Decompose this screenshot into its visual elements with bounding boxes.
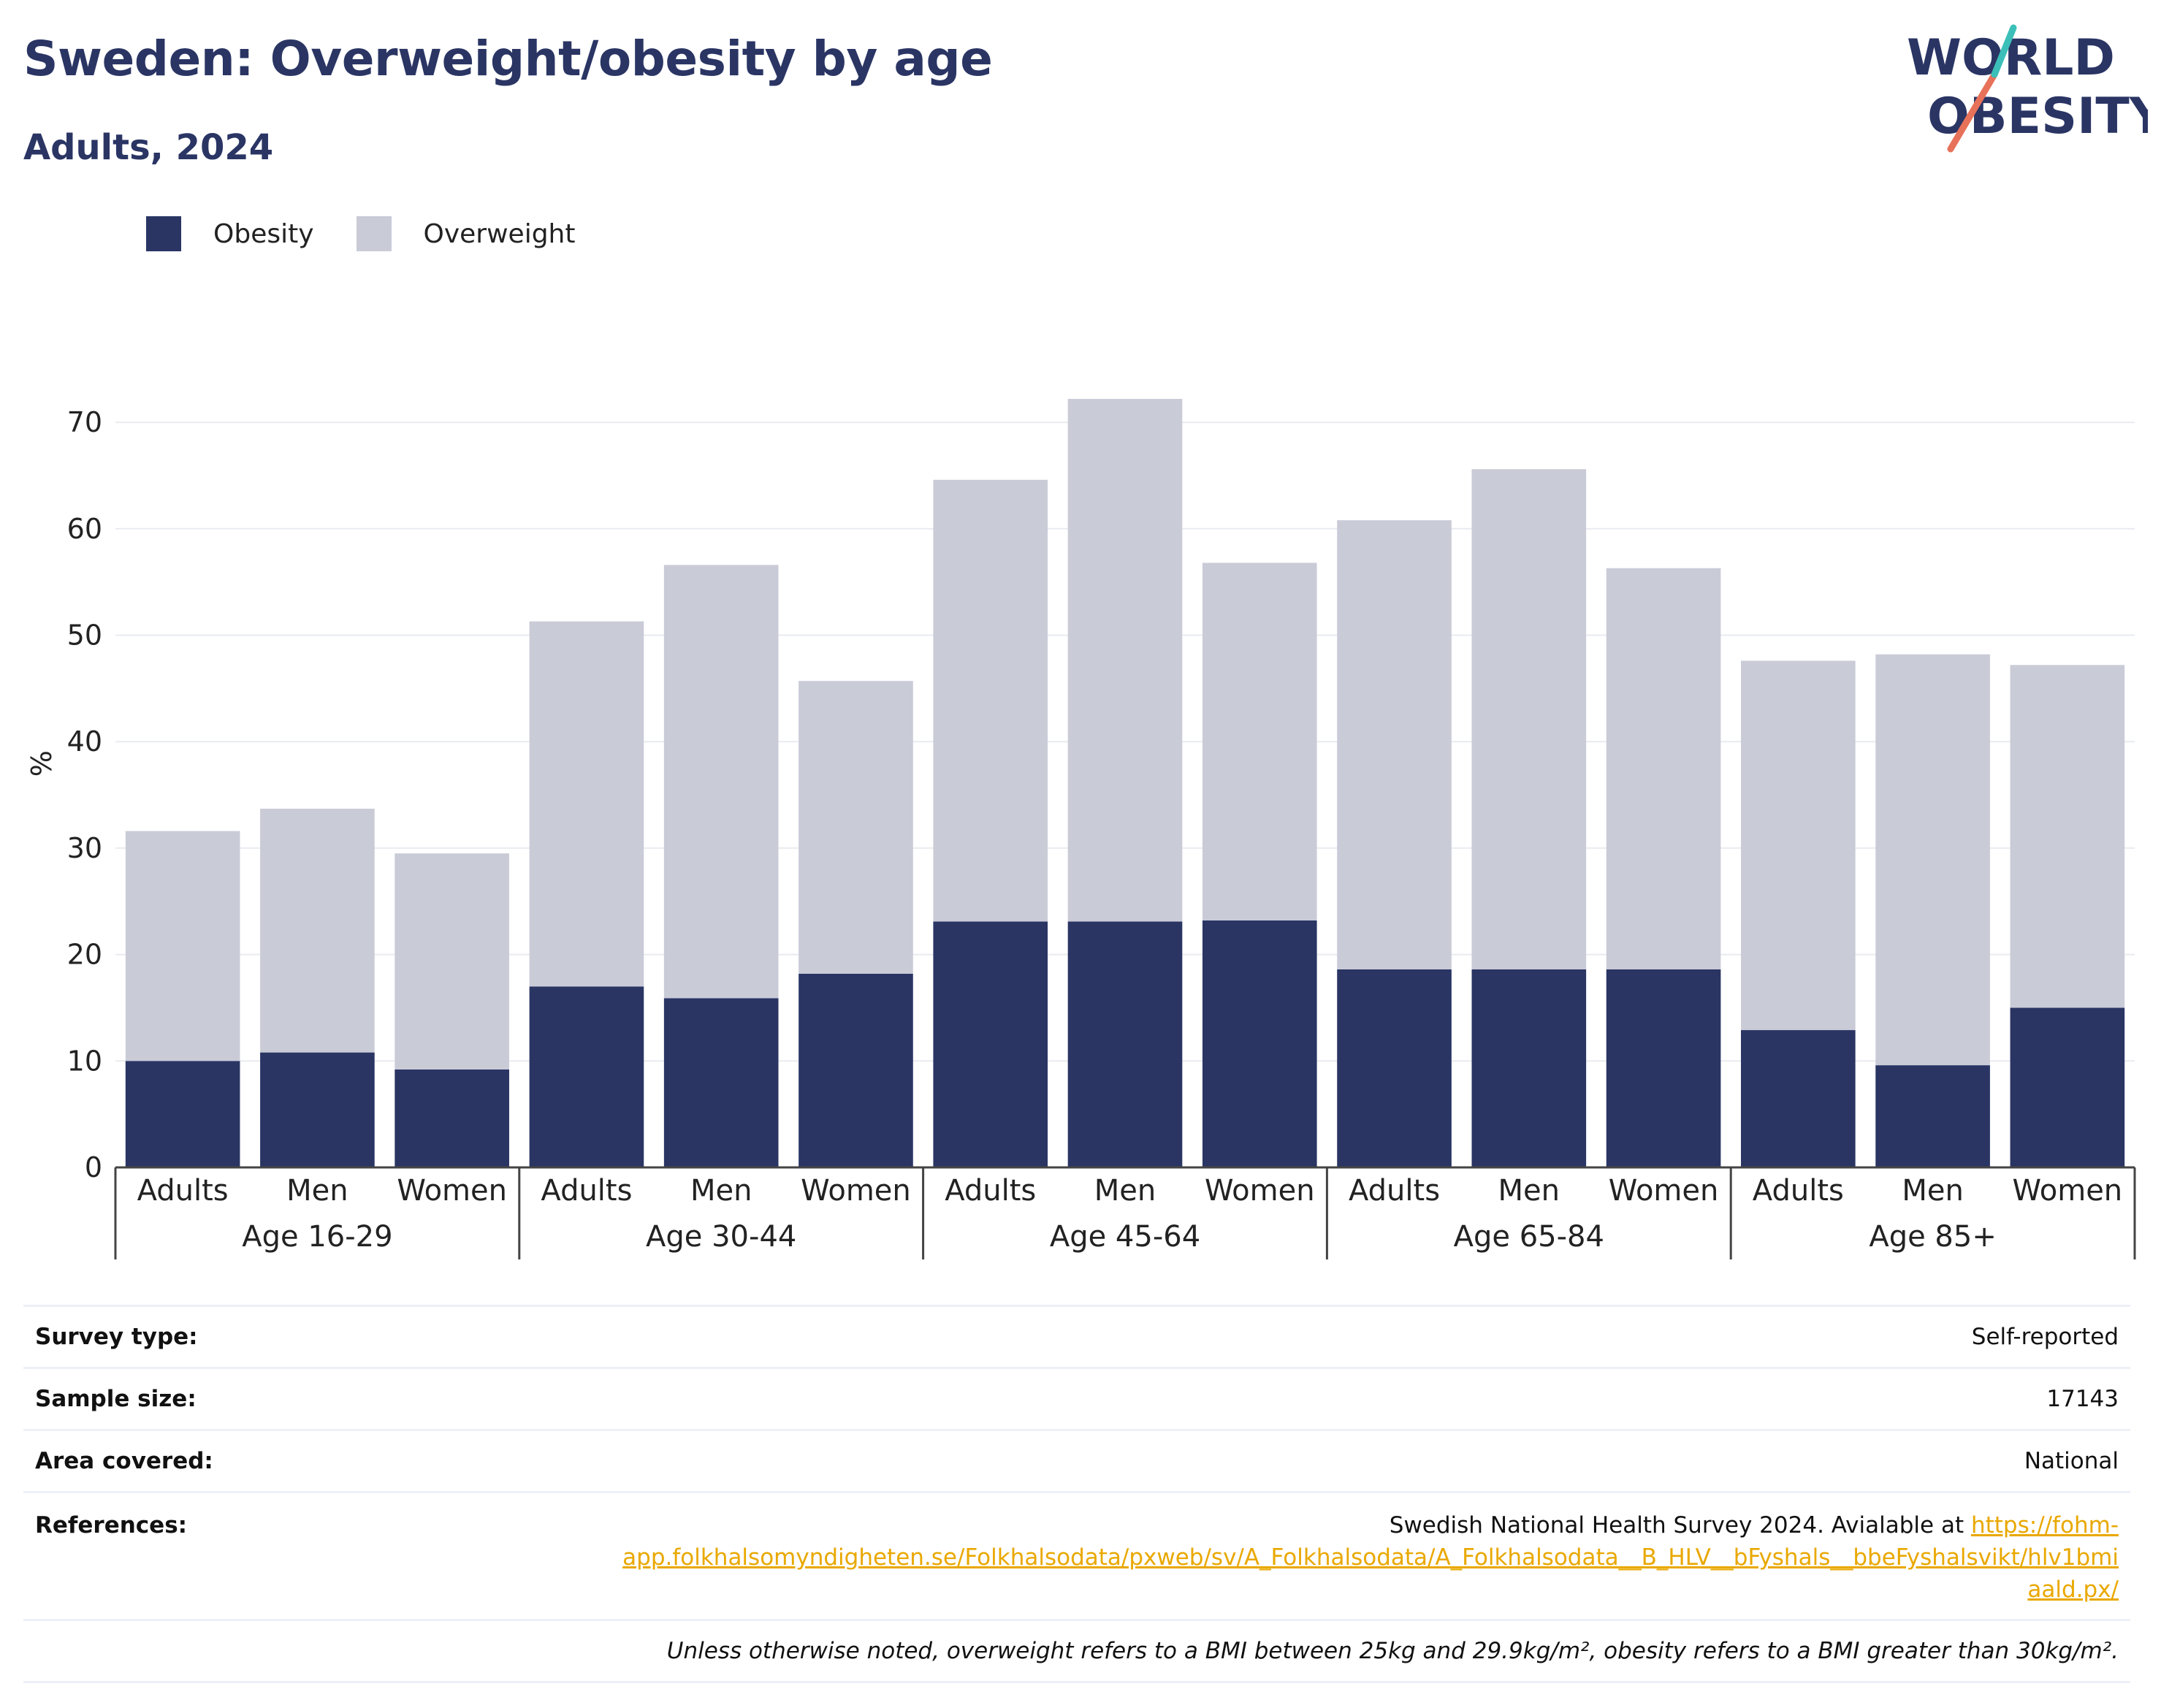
references-label: References: (35, 1512, 188, 1539)
bmi-note: Unless otherwise noted, overweight refer… (666, 1638, 2119, 1664)
y-tick-label: 70 (67, 406, 102, 438)
bar-overweight (1606, 568, 1721, 969)
bar-overweight (663, 565, 779, 999)
info-row-references: References: Swedish National Health Surv… (23, 1491, 2130, 1619)
legend-label-overweight: Overweight (423, 218, 576, 249)
sample-size-label: Sample size: (35, 1386, 197, 1412)
bar-obesity (1337, 969, 1452, 1167)
bar-overweight (1741, 660, 1856, 1031)
bar-obesity (125, 1061, 240, 1167)
y-tick-label: 10 (67, 1045, 102, 1077)
references-value: Swedish National Health Survey 2024. Avi… (526, 1509, 2119, 1606)
x-category-label: Adults (1349, 1174, 1440, 1208)
bar-obesity (260, 1052, 375, 1167)
x-group-label: Age 85+ (1869, 1220, 1997, 1254)
bar-obesity (1606, 969, 1721, 1167)
world-obesity-logo: WORLD OBESITY (1907, 24, 2148, 153)
bar-overweight (1471, 469, 1587, 969)
x-category-label: Women (1205, 1174, 1315, 1208)
bar-obesity (799, 973, 913, 1167)
x-category-label: Women (801, 1174, 911, 1208)
y-axis-label: % (26, 750, 58, 777)
area-covered-label: Area covered: (35, 1448, 213, 1474)
bar-overweight (395, 853, 509, 1070)
x-group-label: Age 65-84 (1454, 1220, 1604, 1254)
bar-overweight (1067, 399, 1183, 922)
legend-item-obesity[interactable]: Obesity (146, 216, 314, 251)
x-group-label: Age 16-29 (242, 1220, 392, 1254)
survey-type-value: Self-reported (1971, 1324, 2119, 1350)
info-row-sample-size: Sample size: 17143 (23, 1367, 2130, 1429)
y-tick-label: 20 (67, 939, 102, 971)
x-category-label: Men (1498, 1174, 1560, 1208)
x-category-label: Adults (945, 1174, 1036, 1208)
x-category-label: Men (1902, 1174, 1963, 1208)
y-tick-label: 0 (85, 1151, 102, 1183)
page-subtitle: Adults, 2024 (23, 127, 274, 168)
bar-obesity (2010, 1007, 2125, 1167)
sample-size-value: 17143 (2046, 1386, 2119, 1412)
bar-obesity (933, 921, 1048, 1167)
bar-overweight (1202, 563, 1317, 920)
bar-obesity (663, 998, 779, 1167)
bar-obesity (1875, 1065, 1990, 1167)
x-category-label: Adults (1753, 1174, 1844, 1208)
x-category-label: Women (2013, 1174, 2123, 1208)
bar-overweight (260, 808, 375, 1053)
bar-overweight (529, 621, 644, 987)
bar-obesity (1067, 921, 1183, 1167)
x-category-label: Women (397, 1174, 507, 1208)
references-link-1[interactable]: https://fohm- (1970, 1512, 2119, 1539)
svg-text:OBESITY: OBESITY (1927, 88, 2148, 145)
info-row-note: Unless otherwise noted, overweight refer… (23, 1619, 2130, 1683)
legend-swatch-obesity (146, 216, 181, 251)
x-category-label: Adults (541, 1174, 632, 1208)
x-category-label: Men (286, 1174, 348, 1208)
x-category-label: Men (690, 1174, 752, 1208)
info-row-area-covered: Area covered: National (23, 1429, 2130, 1491)
stacked-bar-chart: 0 10 20 30 40 50 60 70% Adults Men Women Adults Men W… (26, 399, 2136, 1259)
y-tick-label: 60 (67, 513, 102, 545)
y-tick-label: 50 (67, 619, 102, 652)
y-tick-label: 40 (67, 725, 102, 758)
area-covered-value: National (2024, 1448, 2119, 1474)
bar-overweight (1337, 520, 1452, 969)
x-group-label: Age 45-64 (1050, 1220, 1200, 1254)
survey-type-label: Survey type: (35, 1324, 198, 1350)
legend-label-obesity: Obesity (213, 218, 314, 249)
references-text: Swedish National Health Survey 2024. Avi… (1389, 1512, 1971, 1539)
x-group-label: Age 30-44 (646, 1220, 796, 1254)
bar-overweight (933, 479, 1048, 922)
bar-overweight (799, 681, 913, 974)
bar-obesity (1202, 920, 1317, 1167)
bar-overweight (1875, 654, 1990, 1066)
legend-item-overweight[interactable]: Overweight (356, 216, 576, 251)
legend-swatch-overweight (356, 216, 392, 251)
chart-legend: Obesity Overweight (146, 216, 617, 251)
x-category-label: Women (1609, 1174, 1719, 1208)
bar-obesity (529, 986, 644, 1167)
info-row-survey-type: Survey type: Self-reported (23, 1305, 2130, 1367)
references-link-2[interactable]: app.folkhalsomyndigheten.se/Folkhalsodat… (622, 1544, 2119, 1571)
bar-obesity (1471, 969, 1587, 1167)
bar-overweight (125, 831, 240, 1061)
bar-obesity (1741, 1030, 1856, 1167)
info-table: Survey type: Self-reported Sample size: … (23, 1305, 2130, 1683)
bar-obesity (395, 1069, 509, 1167)
page-title: Sweden: Overweight/obesity by age (23, 31, 993, 87)
references-link-3[interactable]: aald.px/ (2027, 1577, 2119, 1603)
bar-overweight (2010, 665, 2125, 1008)
y-tick-label: 30 (67, 832, 102, 864)
x-category-label: Men (1094, 1174, 1156, 1208)
x-category-label: Adults (137, 1174, 229, 1208)
